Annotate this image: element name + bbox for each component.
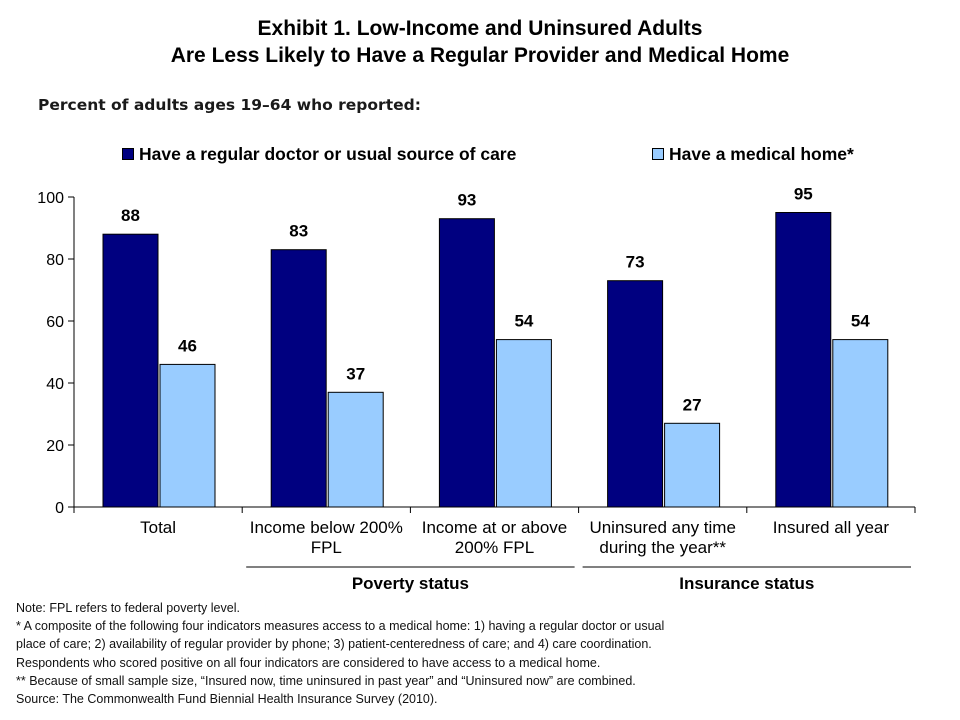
footnote-line: place of care; 2) availability of regula… — [16, 637, 652, 652]
legend-swatch-dark — [122, 148, 134, 160]
bar-regular-doctor — [607, 280, 664, 508]
data-label: 95 — [794, 185, 813, 204]
y-tick-label: 80 — [46, 252, 64, 269]
data-label: 73 — [626, 253, 645, 272]
group-label: Poverty status — [352, 574, 469, 593]
group-label: Insurance status — [679, 574, 814, 593]
x-category-label: Total — [140, 518, 176, 537]
chart-title-line-1: Exhibit 1. Low-Income and Uninsured Adul… — [257, 17, 703, 40]
legend-label-medical-home: Have a medical home* — [669, 144, 854, 164]
bar-regular-doctor — [438, 218, 495, 508]
y-tick-label: 20 — [46, 438, 64, 455]
bar-medical-home — [327, 391, 384, 508]
bar-medical-home — [832, 339, 889, 508]
x-category-label: 200% FPL — [455, 538, 534, 557]
x-category-label: Uninsured any time — [589, 518, 735, 537]
bar-chart: 0 20 40 60 80 100 88 83 93 73 95 46 37 54 27 54 Total Inc… — [37, 185, 916, 593]
chart-subtitle: Percent of adults ages 19–64 who reporte… — [38, 96, 421, 114]
data-label: 83 — [289, 222, 308, 241]
footnote-line: ** Because of small sample size, “Insure… — [16, 673, 636, 688]
x-category-label: during the year** — [599, 538, 726, 557]
x-category-label: Income at or above — [422, 518, 568, 537]
data-label: 46 — [178, 336, 197, 355]
chart-title-line-2: Are Less Likely to Have a Regular Provid… — [170, 44, 790, 67]
data-label: 54 — [851, 312, 870, 331]
y-tick-label: 60 — [46, 314, 64, 331]
footnote-line: * A composite of the following four indi… — [16, 619, 665, 634]
footnote-line: Respondents who scored positive on all f… — [16, 655, 601, 670]
legend-swatch-light — [652, 148, 664, 160]
x-category-label: FPL — [311, 538, 342, 557]
footnote-line: Note: FPL refers to federal poverty leve… — [16, 601, 240, 615]
bar-medical-home — [664, 422, 721, 508]
data-label: 88 — [121, 206, 140, 225]
legend-item-medical-home: Have a medical home* — [652, 144, 854, 164]
footnote-line: Source: The Commonwealth Fund Biennial H… — [16, 692, 438, 707]
bar-medical-home — [159, 363, 216, 508]
x-category-label: Income below 200% — [250, 518, 403, 537]
bar-regular-doctor — [775, 212, 832, 508]
y-tick-label: 40 — [46, 376, 64, 393]
x-category-label: Insured all year — [773, 518, 890, 537]
legend-label-regular-doctor: Have a regular doctor or usual source of… — [139, 144, 517, 164]
bar-medical-home — [495, 339, 552, 508]
data-label: 27 — [683, 395, 702, 414]
y-tick-label: 100 — [37, 190, 64, 207]
bar-regular-doctor — [102, 233, 159, 508]
data-label: 37 — [346, 364, 365, 383]
bar-regular-doctor — [270, 249, 327, 508]
data-label: 93 — [457, 191, 476, 210]
y-tick-label: 0 — [55, 500, 64, 517]
legend-item-regular-doctor: Have a regular doctor or usual source of… — [122, 144, 516, 164]
footnotes: Note: FPL refers to federal poverty leve… — [16, 599, 916, 708]
data-label: 54 — [514, 312, 533, 331]
